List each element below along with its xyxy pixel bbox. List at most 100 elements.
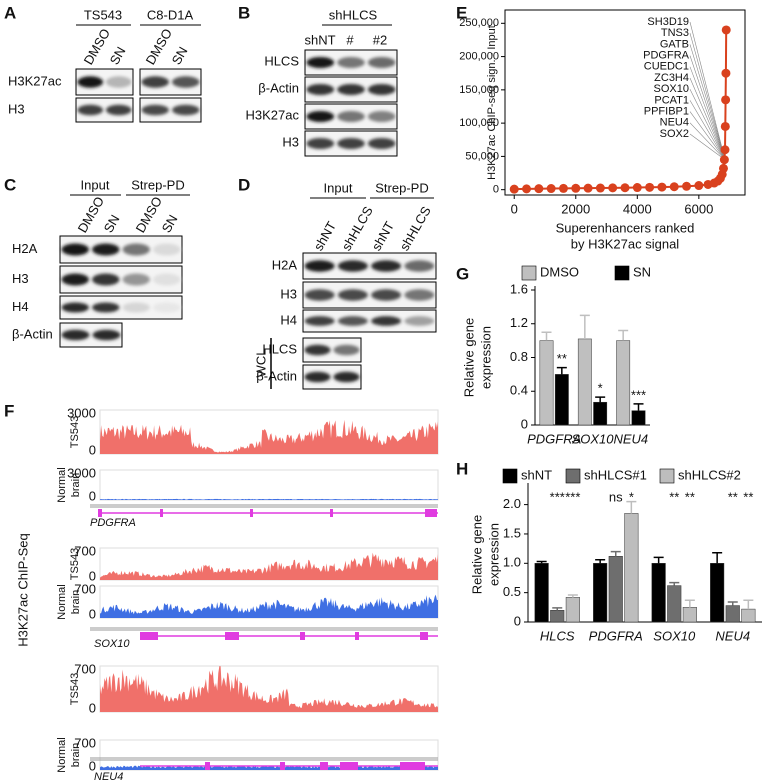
group-label: shHLCS	[329, 7, 378, 22]
error-bar	[595, 396, 606, 403]
blot-band	[304, 260, 335, 272]
annotation: SH3D19	[647, 16, 689, 28]
scale-label: 700	[74, 661, 96, 676]
data-point	[719, 155, 729, 165]
data-point	[632, 183, 642, 193]
y-tick-label: 250,000	[459, 17, 499, 29]
y-tick-label: 0.8	[510, 349, 528, 364]
leader-line	[689, 133, 726, 160]
significance-label: **	[743, 489, 753, 504]
lane-label: #	[346, 32, 354, 47]
legend-swatch	[521, 265, 537, 281]
blot-band	[306, 138, 335, 149]
error-bar	[684, 599, 695, 608]
panel-label: A	[4, 3, 16, 22]
legend-label: shHLCS#2	[678, 467, 741, 482]
bar	[534, 563, 549, 623]
signal-track	[100, 498, 438, 500]
y-tick-label: 0.4	[510, 383, 528, 398]
error-bar	[669, 581, 680, 586]
annotation: PDGFRA	[643, 50, 690, 62]
scale-label: 0	[89, 488, 96, 503]
data-point	[669, 182, 679, 192]
signal-track	[100, 594, 438, 618]
data-point	[721, 95, 731, 105]
blot-band	[153, 243, 181, 256]
blot-band	[371, 289, 402, 301]
error-bar	[618, 329, 629, 341]
bar	[608, 556, 623, 623]
bar	[682, 607, 697, 623]
y-tick-label: 1.6	[510, 281, 528, 296]
error-bar	[610, 550, 621, 557]
scale-label: 700	[74, 735, 96, 750]
leader-line	[689, 100, 726, 160]
exon	[340, 762, 358, 770]
leader-line	[689, 122, 726, 160]
signal-track	[100, 552, 438, 580]
blot-band	[77, 104, 104, 116]
blot-band	[337, 84, 365, 95]
row-label: H4	[280, 312, 297, 327]
blot-band	[306, 84, 335, 95]
annotation: CUEDC1	[644, 61, 689, 73]
blot-band	[337, 111, 365, 122]
lane-label: #2	[373, 32, 387, 47]
annotation: SOX10	[654, 83, 689, 95]
blot-band	[61, 329, 90, 341]
blot-band	[367, 111, 396, 122]
blot-band	[337, 316, 368, 326]
bar	[565, 597, 580, 623]
bar	[710, 563, 725, 623]
blot-box	[302, 309, 437, 333]
scale-label: 0	[89, 758, 96, 773]
exon	[320, 762, 328, 770]
axis-label: expression	[478, 326, 493, 389]
bar	[667, 585, 682, 623]
error-bar	[595, 559, 606, 564]
error-bar	[653, 556, 664, 564]
annotation: PPFIBP1	[644, 106, 689, 118]
lane-label: SN	[107, 44, 129, 67]
bar	[651, 563, 666, 623]
gene-label: PDGFRA	[90, 517, 136, 529]
row-label: H3	[12, 271, 29, 286]
row-label: H2A	[272, 257, 298, 272]
blot-band	[304, 371, 331, 383]
blot-band	[61, 302, 89, 313]
x-tick-label: PDGFRA	[589, 628, 643, 643]
blot-band	[141, 76, 169, 88]
cell-line-label: C8-D1A	[147, 7, 194, 22]
group-label: Strep-PD	[375, 180, 428, 195]
leader-line	[689, 55, 726, 160]
leader-line	[689, 77, 726, 160]
blot-band	[172, 76, 200, 88]
error-bar	[712, 551, 723, 564]
panel-label: H	[456, 459, 468, 478]
row-label: H3K27ac	[8, 73, 62, 88]
bar	[593, 401, 608, 426]
gene-label: NEU4	[94, 771, 123, 782]
blot-band	[404, 260, 435, 272]
blot-band	[153, 302, 181, 313]
error-bar	[633, 403, 644, 411]
blot-band	[367, 84, 396, 95]
lane-label: shHLCS	[397, 204, 434, 254]
data-point	[608, 183, 618, 193]
y-tick-label: 50,000	[465, 150, 499, 162]
cell-line-label: TS543	[84, 7, 122, 22]
panel-label: G	[456, 264, 469, 283]
blot-band	[122, 302, 150, 313]
scale-label: 700	[74, 543, 96, 558]
panel-label: D	[238, 175, 250, 194]
axis-label: expression	[486, 523, 501, 586]
scale-label: 0	[89, 442, 96, 457]
blot-band	[304, 344, 331, 356]
data-point	[546, 184, 556, 194]
scale-label: 0	[89, 700, 96, 715]
bar	[539, 340, 554, 426]
y-tick-label: 1.5	[503, 525, 521, 540]
significance-label: **	[557, 351, 567, 366]
data-point	[595, 183, 605, 193]
axis-label: H3K27ac ChIP-seq sign. - Input	[486, 25, 498, 180]
